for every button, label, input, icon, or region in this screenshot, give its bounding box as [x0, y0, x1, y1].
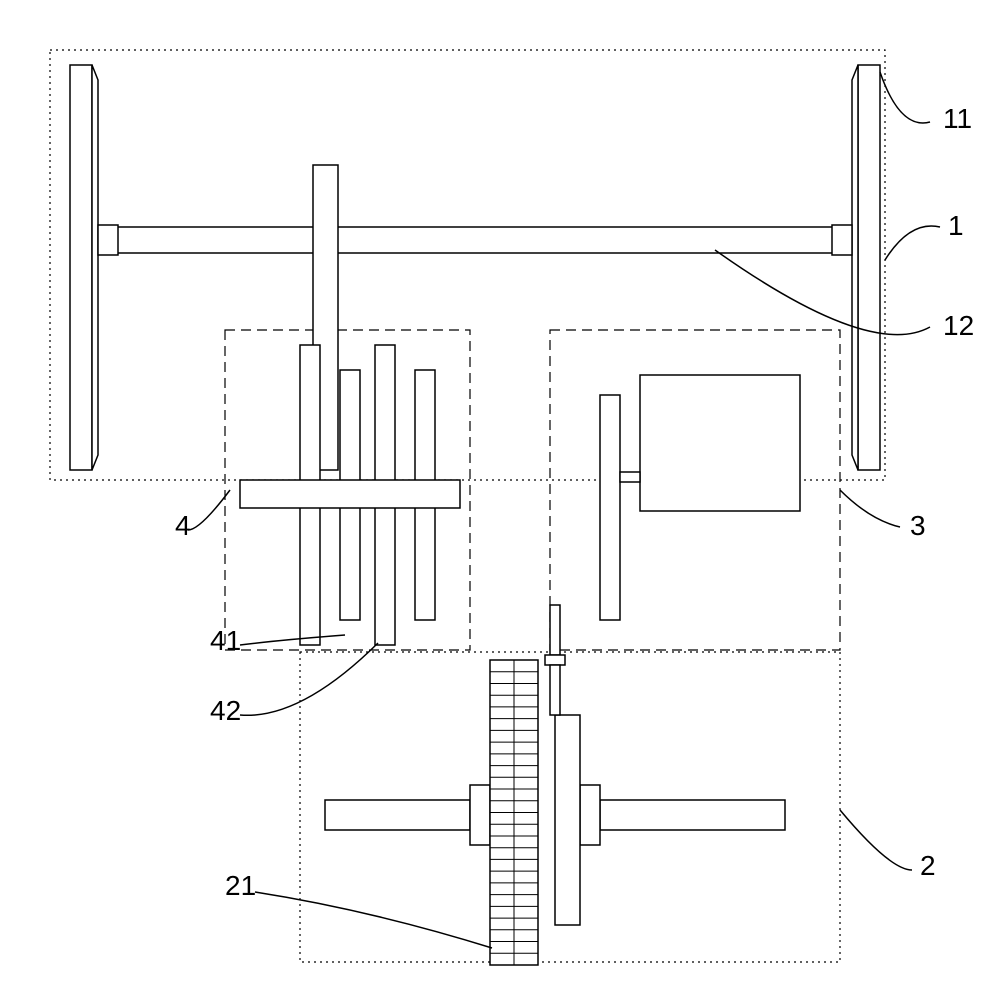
part-wheel_right_hub [832, 225, 852, 255]
part-lower_gear_inter_top [550, 605, 560, 655]
label-l42: 42 [210, 695, 241, 726]
part-lower_shaft_left [325, 800, 470, 830]
part-lower_hub_right [580, 785, 600, 845]
part-lower_hub_left [470, 785, 490, 845]
part-gear_21 [490, 660, 538, 965]
part-lower_shaft_right [600, 800, 785, 830]
part-motor_axle [620, 472, 640, 482]
label-l3: 3 [910, 510, 926, 541]
label-l21: 21 [225, 870, 256, 901]
label-l41: 41 [210, 625, 241, 656]
label-l1: 1 [948, 210, 964, 241]
label-l2: 2 [920, 850, 936, 881]
part-wheel_left_outer [70, 65, 92, 470]
part-lower_gear_inter_mid [545, 655, 565, 665]
part-shaft_mid [240, 480, 460, 508]
label-l4: 4 [175, 510, 191, 541]
part-wheel_left_tread_top [92, 65, 98, 470]
part-wheel_left_hub [98, 225, 118, 255]
part-motor_box [640, 375, 800, 511]
label-l11: 11 [943, 103, 972, 134]
label-l12: 12 [943, 310, 974, 341]
part-wheel_right_outer [858, 65, 880, 470]
part-lower_gear_small [555, 715, 580, 925]
part-lower_gear_inter_bot [550, 665, 560, 715]
mechanical-diagram: 11112344142212 [0, 0, 1000, 984]
part-motor_gear [600, 395, 620, 620]
part-wheel_right_tread [852, 65, 858, 470]
